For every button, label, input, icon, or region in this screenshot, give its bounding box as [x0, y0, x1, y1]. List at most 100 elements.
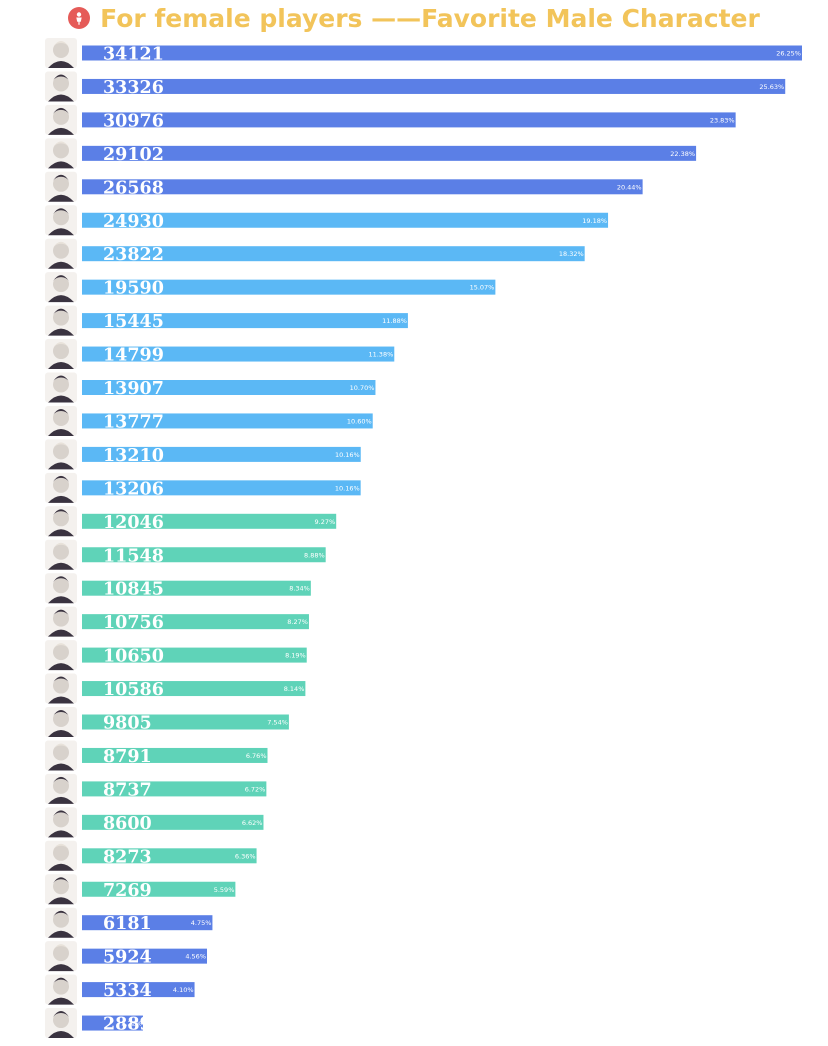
bar-value-label: 8737 — [103, 780, 152, 800]
bar-percent-label: 4.10% — [173, 986, 194, 994]
character-avatar-icon — [45, 38, 77, 68]
character-avatar-icon — [45, 272, 77, 303]
bar-value-label: 12046 — [103, 513, 164, 533]
bar-row: 34121 26.25% — [45, 38, 802, 68]
bar-value-label: 13777 — [103, 412, 164, 432]
bar-value-label: 7269 — [103, 881, 152, 901]
bar — [82, 915, 213, 931]
bar — [82, 747, 268, 763]
character-avatar-icon — [45, 673, 77, 704]
bar — [82, 513, 337, 529]
character-avatar-icon — [45, 874, 77, 905]
bar-percent-label: 11.38% — [368, 351, 393, 359]
bar — [82, 145, 697, 161]
bar-row: 13206 10.16% — [45, 472, 361, 503]
bar-percent-label: 4.56% — [185, 953, 206, 961]
bar-percent-label: 8.19% — [285, 652, 306, 660]
bar-row: 8600 6.62% — [45, 807, 264, 838]
bar-percent-label: 22.38% — [670, 150, 695, 158]
bar-percent-label: 19.18% — [582, 217, 607, 225]
character-avatar-icon — [45, 372, 77, 403]
bar-value-label: 30976 — [103, 111, 164, 131]
bar-value-label: 14799 — [103, 346, 164, 366]
bar-value-label: 10845 — [103, 580, 164, 600]
bar-percent-label: 23.83% — [710, 116, 735, 124]
bar-row: 10845 8.34% — [45, 573, 311, 604]
bar-percent-label: 9.27% — [315, 518, 336, 526]
bar-row: 33326 25.63% — [45, 71, 786, 102]
character-avatar-icon — [45, 472, 77, 503]
bar-row: 7269 5.59% — [45, 874, 236, 905]
bar-value-label: 24930 — [103, 212, 164, 232]
bar-row: 10756 8.27% — [45, 606, 309, 637]
bar — [82, 547, 326, 563]
bar-percent-label: 10.70% — [350, 384, 375, 392]
bar-value-label: 10756 — [103, 613, 164, 633]
bar-value-label: 15445 — [103, 312, 164, 332]
bar-row: 15445 11.88% — [45, 305, 408, 336]
chart-title: For female players ——Favorite Male Chara… — [100, 3, 760, 33]
female-icon — [68, 7, 91, 29]
character-avatar-icon — [45, 1008, 77, 1039]
character-avatar-icon — [45, 339, 77, 370]
bar — [82, 480, 361, 496]
bar-row: 13777 10.60% — [45, 405, 373, 436]
character-avatar-icon — [45, 840, 77, 871]
bar-row: 23822 18.32% — [45, 238, 585, 269]
bar — [82, 313, 408, 329]
bar-percent-label: 8.27% — [287, 618, 308, 626]
bar-value-label: 8273 — [103, 847, 152, 867]
bar-value-label: 8600 — [103, 814, 152, 834]
bar — [82, 681, 306, 697]
character-avatar-icon — [45, 606, 77, 637]
character-avatar-icon — [45, 405, 77, 436]
bar — [82, 246, 585, 262]
bar-percent-label: 6.76% — [246, 752, 267, 760]
bar-value-label: 5924 — [103, 948, 152, 968]
bar-percent-label: 26.25% — [776, 50, 801, 58]
bar-row: 29102 22.38% — [45, 138, 697, 169]
character-avatar-icon — [45, 740, 77, 771]
bar — [82, 614, 309, 630]
character-avatar-icon — [45, 907, 77, 938]
bar — [82, 1015, 143, 1031]
character-avatar-icon — [45, 71, 77, 102]
bar-percent-label: 2.22% — [121, 1020, 142, 1028]
bar — [82, 212, 609, 228]
bar-percent-label: 11.88% — [382, 317, 407, 325]
bar-percent-label: 8.14% — [284, 685, 305, 693]
character-avatar-icon — [45, 773, 77, 804]
bar-percent-label: 10.60% — [347, 417, 372, 425]
bar — [82, 948, 208, 964]
bar-row: 9805 7.54% — [45, 707, 289, 737]
bar-value-label: 26568 — [103, 178, 164, 198]
bar-row: 10650 8.19% — [45, 640, 307, 671]
bar — [82, 413, 373, 429]
character-avatar-icon — [45, 138, 77, 169]
character-avatar-icon — [45, 238, 77, 269]
bar-value-label: 19590 — [103, 279, 164, 299]
bar-percent-label: 7.54% — [267, 719, 288, 727]
bar-percent-label: 10.16% — [335, 484, 360, 492]
bar-percent-label: 4.75% — [191, 919, 212, 927]
bar-percent-label: 8.88% — [304, 551, 325, 559]
character-avatar-icon — [45, 640, 77, 671]
bar — [82, 446, 361, 462]
bar-row: 5334 4.10% — [45, 974, 195, 1005]
bar-row: 8791 6.76% — [45, 740, 268, 771]
bar-percent-label: 10.16% — [335, 451, 360, 459]
bar-value-label: 33326 — [103, 78, 164, 98]
bar-value-label: 2889 — [103, 1015, 152, 1035]
bar-row: 14799 11.38% — [45, 339, 395, 370]
character-avatar-icon — [45, 707, 77, 737]
bar — [82, 781, 267, 797]
bar-row: 12046 9.27% — [45, 506, 337, 537]
bar-row: 8273 6.36% — [45, 840, 257, 871]
bar-row: 8737 6.72% — [45, 773, 267, 804]
bar-value-label: 23822 — [103, 245, 164, 265]
character-avatar-icon — [45, 573, 77, 604]
bar-value-label: 13907 — [103, 379, 164, 399]
bar — [82, 45, 802, 61]
